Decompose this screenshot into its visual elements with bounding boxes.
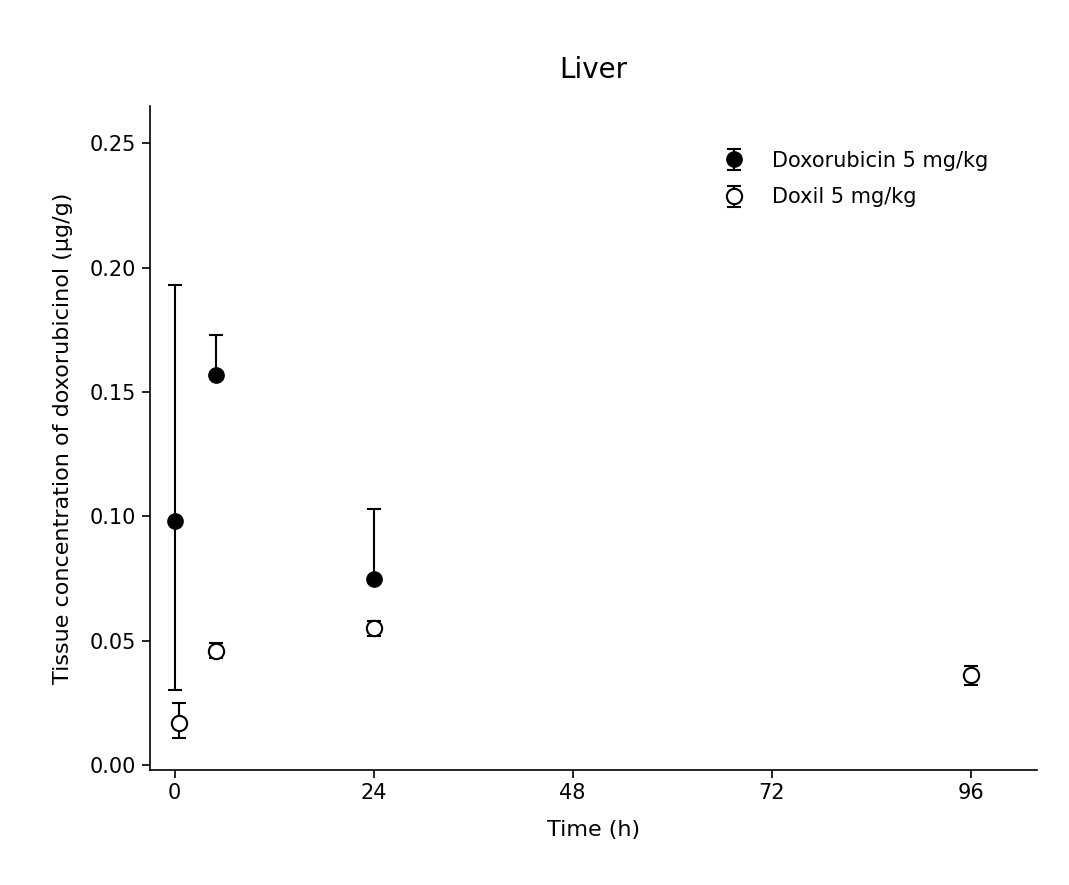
Legend: Doxorubicin 5 mg/kg, Doxil 5 mg/kg: Doxorubicin 5 mg/kg, Doxil 5 mg/kg <box>693 130 1009 228</box>
Y-axis label: Tissue concentration of doxorubicinol (μg/g): Tissue concentration of doxorubicinol (μ… <box>53 192 74 684</box>
X-axis label: Time (h): Time (h) <box>546 820 640 840</box>
Title: Liver: Liver <box>559 57 628 84</box>
